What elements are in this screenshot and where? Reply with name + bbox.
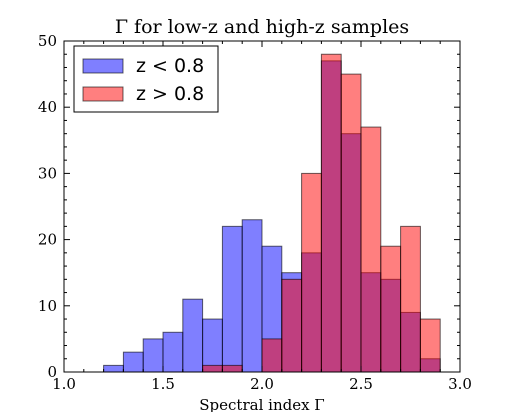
x-tick-label: 1.5: [151, 375, 175, 393]
histogram-bar: [103, 364, 124, 373]
legend: z < 0.8 z > 0.8: [73, 45, 219, 113]
y-tick-label: 20: [38, 231, 57, 249]
legend-swatch: [82, 58, 124, 74]
histogram-bar: [202, 318, 223, 373]
histogram-bar: [221, 225, 243, 373]
x-tick-label: 3.0: [448, 375, 472, 393]
y-tick-label: 10: [38, 297, 57, 315]
y-tick-label: 0: [47, 363, 57, 381]
histogram-bar: [221, 364, 243, 373]
histogram-bar: [261, 338, 283, 373]
histogram-bar: [202, 364, 223, 373]
x-tick-label: 2.0: [250, 375, 274, 393]
histogram-bar: [400, 225, 421, 373]
histogram-bar: [142, 338, 164, 373]
histogram-bar: [340, 73, 362, 373]
histogram-bar: [360, 126, 382, 373]
histogram-bar: [281, 278, 303, 373]
y-tick-label: 40: [38, 98, 57, 116]
series-2-bars: [202, 53, 441, 373]
legend-label: z > 0.8: [136, 83, 204, 105]
legend-swatch: [82, 86, 124, 102]
histogram-bar: [162, 331, 184, 373]
chart-title: Γ for low-z and high-z samples: [115, 16, 409, 38]
histogram-bar: [182, 298, 204, 373]
histogram-bar: [320, 53, 342, 373]
axes-layer: 1.0 1.5 2.0 2.5 3.0 0 10 20 30 40 50: [38, 32, 472, 393]
x-axis-label: Spectral index Γ: [199, 396, 324, 412]
histogram-bar: [419, 318, 441, 373]
x-tick-label: 2.5: [349, 375, 373, 393]
histogram-bar: [380, 245, 402, 373]
y-tick-label: 30: [38, 164, 57, 182]
legend-label: z < 0.8: [136, 55, 204, 77]
histogram-bar: [301, 172, 322, 373]
histogram-bar: [122, 351, 144, 373]
histogram-bar: [241, 219, 263, 373]
y-tick-label: 50: [38, 32, 57, 50]
bars-layer: [103, 53, 441, 373]
x-tick-label: 1.0: [52, 375, 76, 393]
